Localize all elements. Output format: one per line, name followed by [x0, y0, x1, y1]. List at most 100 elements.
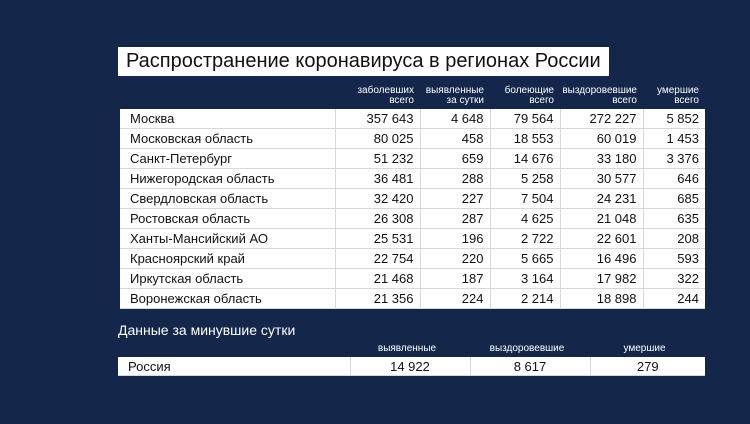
cell-value: 3 164: [489, 268, 560, 289]
header-line: выявленные: [425, 85, 484, 96]
cell-value: 8 617: [469, 357, 590, 376]
table-row: Воронежская область 21 356 224 2 214 18 898 2…: [120, 288, 705, 309]
cell-value: 635: [642, 208, 705, 229]
header-spacer: [120, 86, 335, 109]
column-header: умершие всего: [643, 86, 705, 109]
cell-value: 187: [419, 268, 490, 289]
header-line: всего: [674, 95, 699, 106]
cell-value: 24 231: [559, 188, 643, 209]
cell-value: 18 898: [559, 288, 643, 309]
header-line: выздоровевшие: [562, 85, 637, 96]
cell-value: 322: [642, 268, 705, 289]
table-row: Санкт-Петербург 51 232 659 14 676 33 180 3 37…: [120, 148, 705, 169]
cell-value: 2 214: [489, 288, 560, 309]
cell-value: 36 481: [334, 168, 420, 189]
table-row: Ханты-Мансийский АО 25 531 196 2 722 22 601 2…: [120, 228, 705, 249]
subtitle: Данные за минувшие сутки: [118, 322, 296, 338]
cell-value: 272 227: [559, 109, 643, 129]
column-header: болеющие всего: [490, 86, 560, 109]
header-line: умершие: [656, 85, 699, 96]
cell-value: 5 258: [489, 168, 560, 189]
cell-value: 593: [642, 248, 705, 269]
cell-value: 2 722: [489, 228, 560, 249]
cell-value: 646: [642, 168, 705, 189]
column-header: заболевших всего: [335, 86, 420, 109]
cell-value: 22 601: [559, 228, 643, 249]
region-name: Красноярский край: [120, 248, 335, 269]
header-line: всего: [612, 95, 637, 106]
cell-value: 25 531: [334, 228, 420, 249]
cell-value: 21 468: [334, 268, 420, 289]
table-row: Россия 14 922 8 617 279: [118, 357, 705, 376]
country-name: Россия: [118, 357, 350, 376]
header-line: заболевших: [357, 85, 414, 96]
title: Распространение коронавируса в регионах …: [118, 47, 609, 76]
column-header: выявленные: [377, 343, 437, 354]
cell-value: 1 453: [642, 128, 705, 149]
header-spacer: [118, 344, 350, 357]
cell-value: 5 665: [489, 248, 560, 269]
table-row: Нижегородская область 36 481 288 5 258 30 57…: [120, 168, 705, 189]
cell-value: 288: [419, 168, 490, 189]
cell-value: 22 754: [334, 248, 420, 269]
table-row: Красноярский край 22 754 220 5 665 16 496 593: [120, 248, 705, 269]
table-row: Ростовская область 26 308 287 4 625 21 048 63…: [120, 208, 705, 229]
cell-value: 32 420: [334, 188, 420, 209]
cell-value: 26 308: [334, 208, 420, 229]
cell-value: 224: [419, 288, 490, 309]
header-line: всего: [529, 95, 554, 106]
cell-value: 7 504: [489, 188, 560, 209]
cell-value: 208: [642, 228, 705, 249]
column-header: умершие: [623, 343, 666, 354]
region-name: Иркутская область: [120, 268, 335, 289]
regions-table: заболевших всего выявленные за сутки болеющи…: [120, 86, 705, 309]
table-row: Свердловская область 32 420 227 7 504 24 231…: [120, 188, 705, 209]
region-name: Москва: [120, 109, 335, 129]
cell-value: 51 232: [334, 148, 420, 169]
cell-value: 16 496: [559, 248, 643, 269]
cell-value: 244: [642, 288, 705, 309]
cell-value: 33 180: [559, 148, 643, 169]
region-name: Санкт-Петербург: [120, 148, 335, 169]
column-header: выздоровевшие всего: [560, 86, 643, 109]
header-line: болеющие: [504, 85, 554, 96]
header-line: за сутки: [446, 95, 484, 106]
region-name: Воронежская область: [120, 288, 335, 309]
cell-value: 5 852: [642, 109, 705, 129]
cell-value: 279: [589, 357, 705, 376]
cell-value: 659: [419, 148, 490, 169]
cell-value: 21 356: [334, 288, 420, 309]
cell-value: 14 922: [349, 357, 470, 376]
cell-value: 80 025: [334, 128, 420, 149]
cell-value: 357 643: [334, 109, 420, 129]
cell-value: 60 019: [559, 128, 643, 149]
cell-value: 220: [419, 248, 490, 269]
cell-value: 4 648: [419, 109, 490, 129]
cell-value: 79 564: [489, 109, 560, 129]
region-name: Нижегородская область: [120, 168, 335, 189]
daily-table: выявленные выздоровевшие умершие Россия 14 …: [118, 344, 705, 376]
column-header: выздоровевшие: [489, 343, 565, 354]
region-name: Московская область: [120, 128, 335, 149]
cell-value: 30 577: [559, 168, 643, 189]
cell-value: 17 982: [559, 268, 643, 289]
region-name: Ханты-Мансийский АО: [120, 228, 335, 249]
cell-value: 196: [419, 228, 490, 249]
cell-value: 3 376: [642, 148, 705, 169]
table-row: Москва 357 643 4 648 79 564 272 227 5 852: [120, 109, 705, 129]
region-name: Свердловская область: [120, 188, 335, 209]
cell-value: 287: [419, 208, 490, 229]
region-name: Ростовская область: [120, 208, 335, 229]
cell-value: 685: [642, 188, 705, 209]
header-line: всего: [389, 95, 414, 106]
table-row: Московская область 80 025 458 18 553 60 019 1…: [120, 128, 705, 149]
cell-value: 4 625: [489, 208, 560, 229]
cell-value: 227: [419, 188, 490, 209]
cell-value: 458: [419, 128, 490, 149]
cell-value: 18 553: [489, 128, 560, 149]
cell-value: 21 048: [559, 208, 643, 229]
column-header: выявленные за сутки: [420, 86, 490, 109]
table-row: Иркутская область 21 468 187 3 164 17 982 322: [120, 268, 705, 289]
cell-value: 14 676: [489, 148, 560, 169]
